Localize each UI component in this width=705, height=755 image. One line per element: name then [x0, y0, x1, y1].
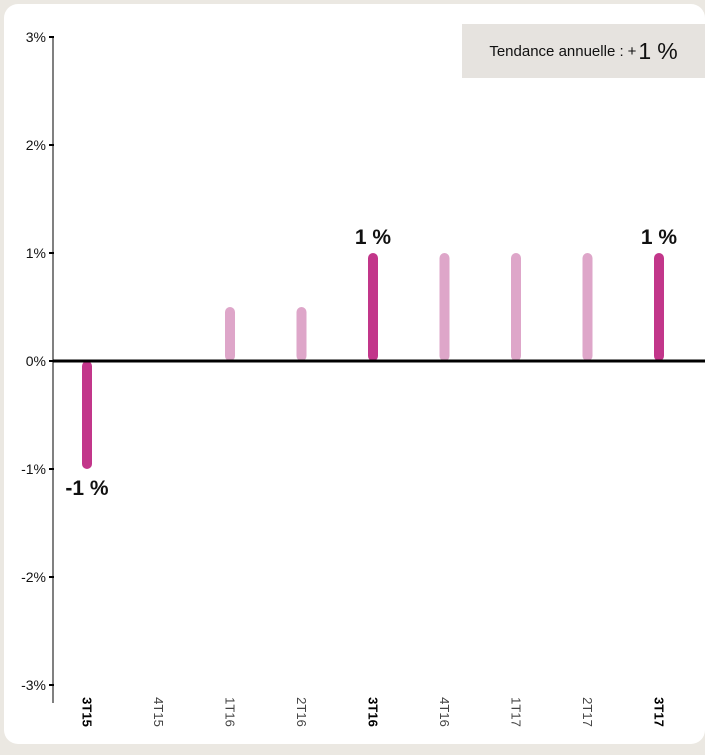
x-tick-label: 2T16 [294, 697, 309, 727]
trend-unit: % [657, 37, 678, 64]
bar-3t17 [654, 253, 664, 361]
y-tick-label: 2% [26, 137, 46, 153]
bar-2t16 [296, 307, 307, 361]
y-tick-label: 3% [26, 29, 46, 45]
x-tick-label: 3T15 [80, 697, 95, 727]
x-tick-label: 3T16 [366, 697, 381, 727]
chart-panel [4, 4, 705, 744]
data-label-3t17: 1 % [641, 226, 678, 249]
bar-1t16 [225, 307, 235, 361]
bar-4t16 [439, 253, 450, 361]
data-label-3t15: -1 % [65, 477, 109, 500]
x-tick-label: 1T16 [223, 697, 238, 727]
trend-value: 1 [638, 37, 652, 64]
bar-3t16 [368, 253, 378, 361]
x-ticks: 3T15 4T15 1T16 2T16 3T16 4T16 1T17 2T17 3T17 [80, 697, 667, 727]
bar-1t17 [511, 253, 521, 361]
bar-3t15 [82, 361, 92, 469]
x-tick-label: 4T16 [437, 697, 452, 727]
y-tick-label: 0% [26, 353, 46, 369]
x-tick-label: 3T17 [652, 697, 667, 727]
x-tick-label: 2T17 [580, 697, 595, 727]
y-ticks: 3% 2% 1% 0% -1% -2% -3% [21, 29, 54, 693]
data-labels: -1 % 1 % 1 % [65, 226, 677, 500]
bar-2t17 [582, 253, 593, 361]
trend-sign: + [627, 42, 637, 60]
x-tick-label: 4T15 [151, 697, 166, 727]
y-tick-label: -3% [21, 677, 46, 693]
y-tick-label: -1% [21, 461, 46, 477]
data-label-3t16: 1 % [355, 226, 392, 249]
y-tick-label: 1% [26, 245, 46, 261]
y-tick-label: -2% [21, 569, 46, 585]
trend-box: Tendance annuelle : + 1 % [462, 24, 705, 78]
x-tick-label: 1T17 [509, 697, 524, 727]
trend-label: Tendance annuelle : [489, 42, 624, 60]
bars [82, 253, 664, 469]
